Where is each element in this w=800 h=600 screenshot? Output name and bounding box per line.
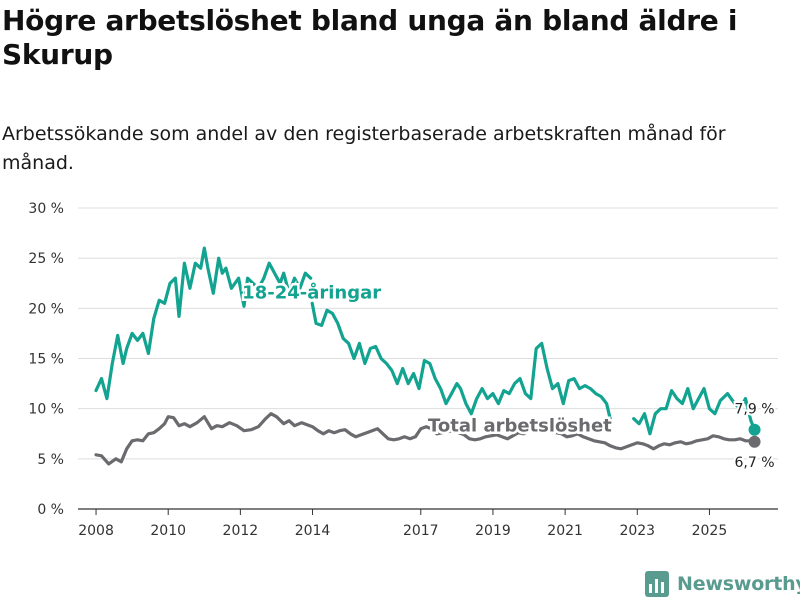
y-tick-label: 5 % <box>37 452 64 468</box>
series-line-youth <box>632 387 757 436</box>
series-line-total <box>94 412 757 466</box>
x-tick-label: 2017 <box>403 523 439 539</box>
series-line-youth <box>94 246 313 401</box>
end-value-label-youth: 7,9 % <box>735 402 775 418</box>
x-tick-label: 2021 <box>547 523 583 539</box>
x-tick-label: 2014 <box>295 523 331 539</box>
y-tick-label: 25 % <box>28 251 64 267</box>
end-value-label-total: 6,7 % <box>735 455 775 471</box>
chart-title: Högre arbetslöshet bland unga än bland ä… <box>2 4 738 71</box>
newsworthy-icon <box>645 571 669 597</box>
x-tick-label: 2019 <box>475 523 511 539</box>
series-label-youth: 18-24-åringar <box>242 281 381 303</box>
series-end-point-youth <box>748 423 761 436</box>
y-tick-label: 0 % <box>37 502 64 518</box>
series-end-point-total <box>748 435 761 448</box>
brand-logo[interactable]: Newsworthy <box>645 570 800 598</box>
x-tick-label: 2010 <box>150 523 186 539</box>
y-tick-label: 15 % <box>28 352 64 368</box>
x-tick-label: 2008 <box>78 523 114 539</box>
y-tick-label: 10 % <box>28 402 64 418</box>
x-tick-label: 2025 <box>692 523 728 539</box>
chart-subtitle: Arbetssökande som andel av den registerb… <box>2 123 726 174</box>
brand-name: Newsworthy <box>677 573 800 595</box>
x-tick-label: 2023 <box>619 523 655 539</box>
series-line-youth <box>310 301 612 421</box>
series-label-total: Total arbetslöshet <box>428 416 612 437</box>
x-tick-label: 2012 <box>223 523 259 539</box>
y-tick-label: 20 % <box>28 301 64 317</box>
y-tick-label: 30 % <box>28 201 64 217</box>
